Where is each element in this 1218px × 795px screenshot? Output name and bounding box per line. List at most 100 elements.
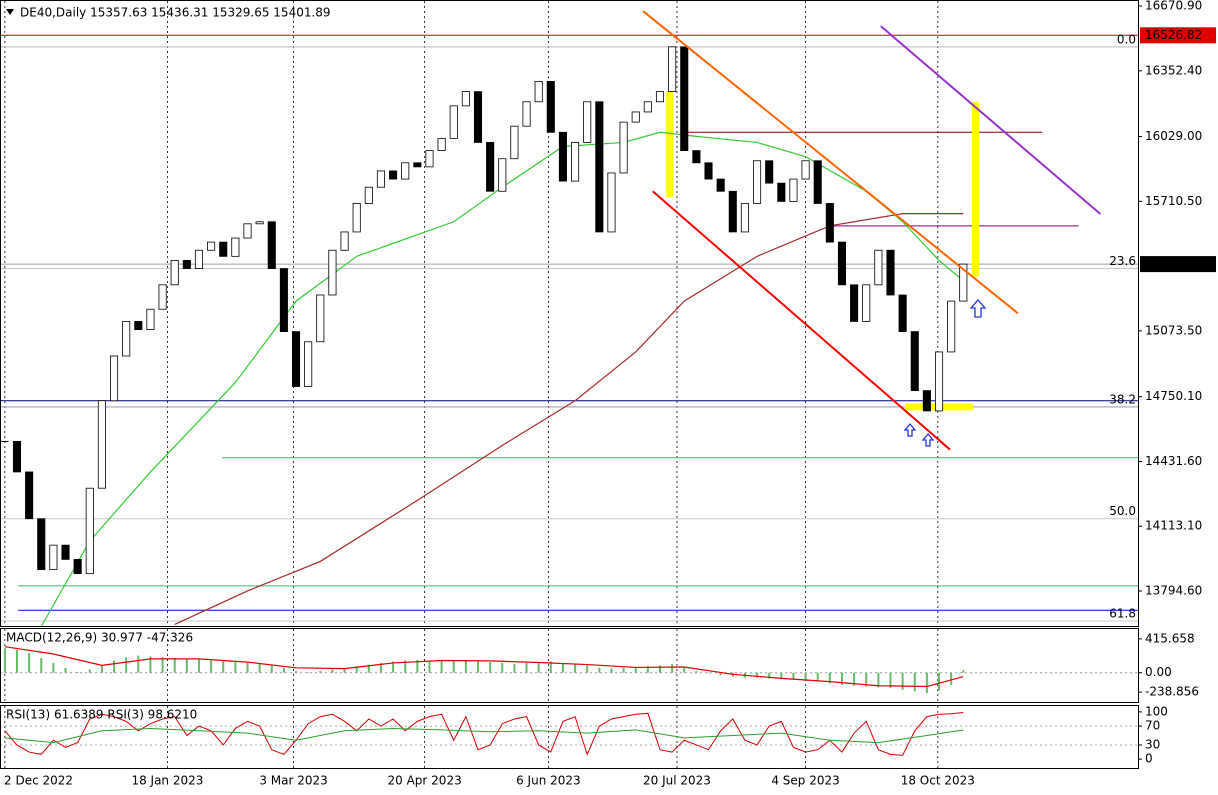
candle <box>122 321 131 357</box>
histogram-bar <box>452 660 455 673</box>
candle <box>522 101 531 127</box>
buy-arrow <box>969 299 987 318</box>
candle <box>376 170 385 188</box>
collapse-icon[interactable] <box>6 9 14 15</box>
macd-panel-border <box>0 628 1139 703</box>
histogram-bar <box>756 672 759 678</box>
candle <box>461 91 470 107</box>
candle <box>959 263 968 302</box>
candle <box>401 162 410 180</box>
candle <box>170 260 179 286</box>
trend-line <box>642 10 1019 315</box>
candle <box>765 160 774 184</box>
candle <box>753 160 762 204</box>
buy-arrow <box>921 432 935 447</box>
price-tag-label: 15401.89 <box>1145 257 1202 271</box>
candle <box>486 142 495 192</box>
histogram-bar <box>15 649 18 673</box>
price-tag-label: 16526.82 <box>1145 28 1202 42</box>
histogram-bar <box>246 662 249 673</box>
histogram-bar <box>804 672 807 681</box>
y-tick-label: 15073.50 <box>1145 323 1202 337</box>
histogram-bar <box>707 672 710 674</box>
histogram-bar <box>768 672 771 679</box>
candle <box>825 203 834 243</box>
candle <box>449 105 458 139</box>
y-tick-label: 15710.50 <box>1145 194 1202 208</box>
histogram-bar <box>853 672 856 686</box>
histogram-bar <box>634 667 637 673</box>
histogram-bar <box>646 666 649 673</box>
candle <box>437 137 446 151</box>
histogram-bar <box>113 660 116 673</box>
histogram-bar <box>586 665 589 673</box>
histogram-bar <box>513 663 516 673</box>
candle <box>886 249 895 296</box>
histogram-bar <box>440 660 443 673</box>
fib-label: 0.0 <box>1117 32 1136 46</box>
candle <box>655 91 665 103</box>
histogram-bar <box>210 660 213 673</box>
candle <box>146 308 155 330</box>
x-tick-label: 20 Apr 2023 <box>388 774 462 788</box>
candle <box>304 341 313 387</box>
x-tick-label: 4 Sep 2023 <box>771 774 839 788</box>
histogram-bar <box>780 672 783 680</box>
signal-arrows <box>903 299 987 447</box>
histogram-bar <box>598 667 601 673</box>
candle <box>12 441 22 473</box>
candle <box>364 186 373 204</box>
histogram-bar <box>379 662 382 673</box>
histogram-bar <box>816 672 819 682</box>
candle <box>73 558 82 575</box>
candle <box>425 150 434 168</box>
candle <box>728 190 737 233</box>
histogram-bar <box>100 665 103 673</box>
candle <box>37 518 46 570</box>
fib-label: 50.0 <box>1109 504 1136 518</box>
candle <box>934 351 944 412</box>
candle <box>182 260 191 269</box>
fib-label: 61.8 <box>1109 607 1136 621</box>
histogram-bar <box>683 667 686 673</box>
histogram-bar <box>3 648 6 673</box>
candle <box>910 331 919 391</box>
candle <box>61 544 70 560</box>
histogram-bar <box>270 664 273 673</box>
candle <box>194 249 204 269</box>
histogram-bar <box>537 662 540 673</box>
fib-label: 23.6 <box>1109 254 1136 268</box>
candle <box>862 284 871 322</box>
candle <box>534 81 543 103</box>
histogram-bar <box>840 672 843 685</box>
candle <box>219 241 228 257</box>
histogram-bar <box>367 664 370 673</box>
candle <box>692 150 701 164</box>
histogram-bar <box>222 661 225 673</box>
candle <box>291 331 301 387</box>
fib-label: 38.2 <box>1109 392 1136 406</box>
histogram-bar <box>416 660 419 673</box>
histogram-bar <box>925 672 928 694</box>
candle <box>255 221 264 225</box>
histogram-bar <box>173 658 176 673</box>
x-tick-label: 2 Dec 2022 <box>4 774 73 788</box>
candle <box>85 487 94 575</box>
x-tick-label: 18 Oct 2023 <box>901 774 975 788</box>
x-tick-label: 6 Jun 2023 <box>516 774 581 788</box>
histogram-bar <box>477 660 480 673</box>
price-tag <box>1140 256 1216 273</box>
candle <box>777 182 786 202</box>
candle <box>207 241 216 251</box>
y-tick-label: 14113.10 <box>1145 519 1202 533</box>
candle <box>837 241 847 286</box>
rsi-line <box>4 712 964 756</box>
candle <box>328 249 337 296</box>
histogram-bar <box>76 671 79 673</box>
histogram-bar <box>343 667 346 673</box>
candle <box>49 544 58 570</box>
rsi-title: RSI(13) 61.6389 RSI(3) 98.6210 <box>6 708 197 722</box>
histogram-bar <box>319 671 322 673</box>
candle <box>947 300 956 353</box>
y-tick-label: 0 <box>1145 752 1153 766</box>
